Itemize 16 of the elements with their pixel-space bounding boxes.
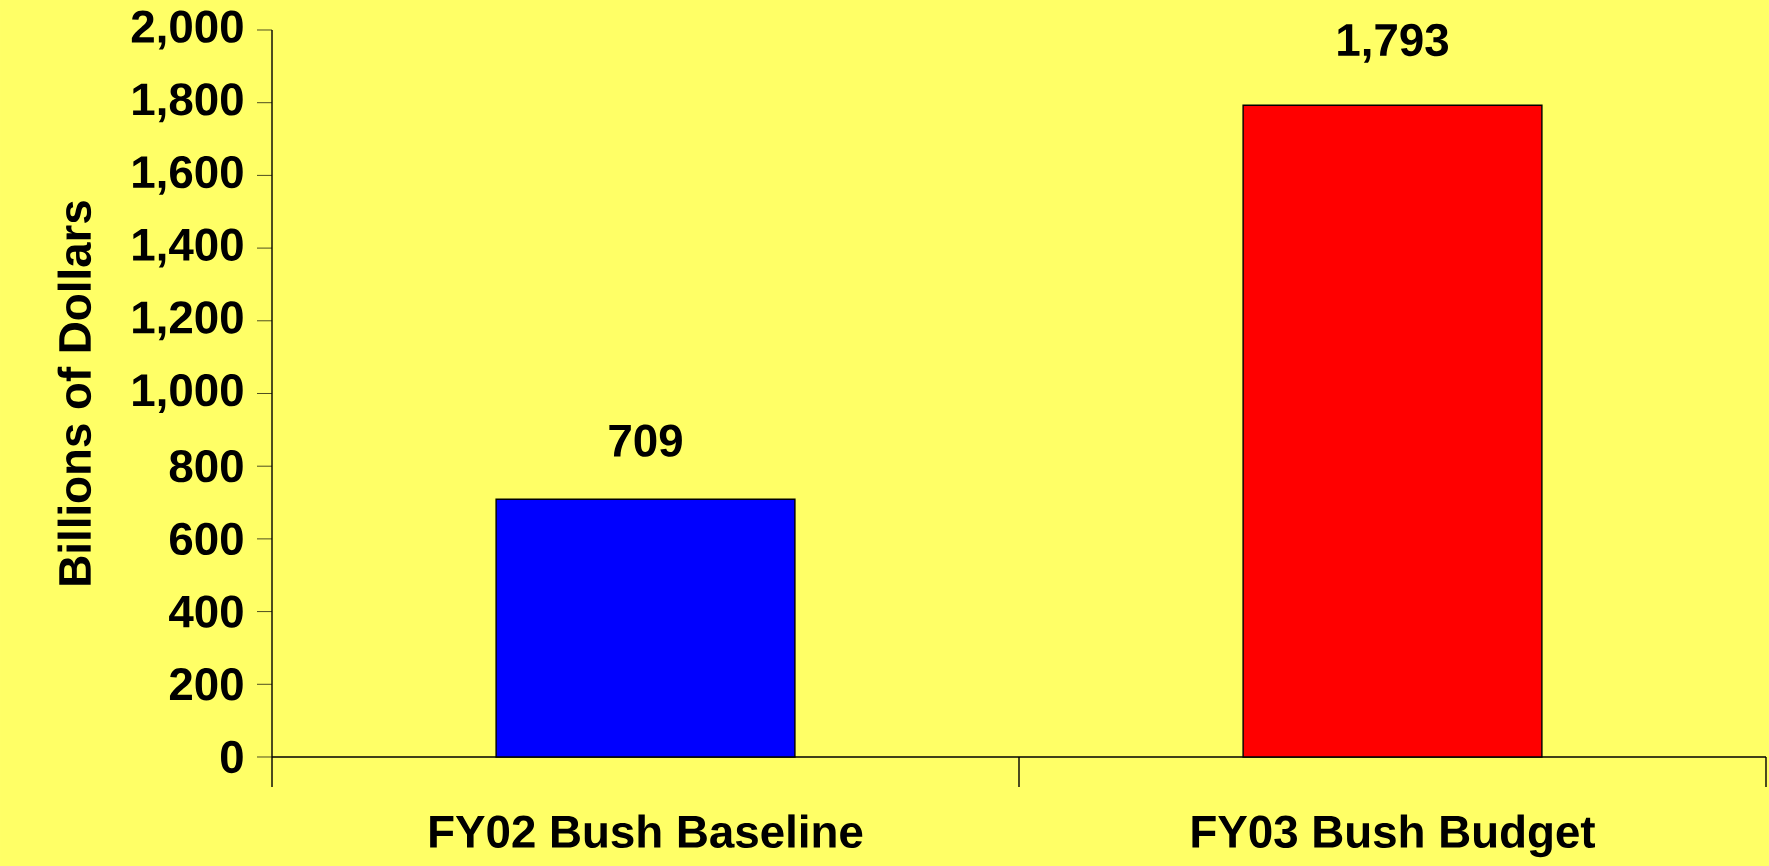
y-tick-label: 2,000 — [131, 10, 243, 50]
data-label: 709 — [609, 424, 682, 457]
y-tick-label: 200 — [169, 668, 243, 701]
y-tick-label: 1,600 — [133, 155, 243, 195]
x-tick-label: FY02 Bush Baseline — [430, 814, 863, 848]
y-tick-label: 800 — [169, 450, 243, 483]
data-label: 1,793 — [1338, 23, 1448, 63]
y-tick-label: 1,200 — [133, 301, 243, 341]
y-tick-label: 1,800 — [133, 83, 243, 123]
y-tick-label: 1,000 — [133, 373, 243, 413]
y-tick-label: 0 — [221, 740, 243, 774]
y-tick-label: 1,400 — [133, 228, 243, 268]
x-tick-label: FY03 Bush Budget — [1192, 814, 1595, 858]
y-tick-label: 600 — [170, 522, 243, 556]
y-tick-label: 400 — [169, 595, 243, 628]
y-axis-title: Billions of Dollars — [57, 201, 92, 585]
